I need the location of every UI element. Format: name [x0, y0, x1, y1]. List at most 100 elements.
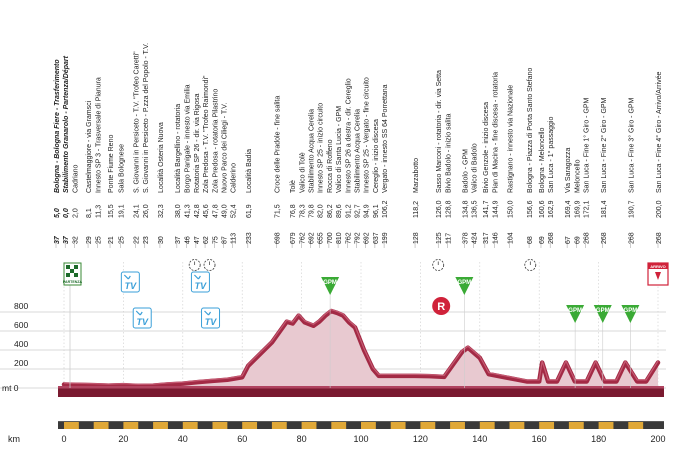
km-band-segment: [301, 422, 317, 429]
x-tick-label: 20: [118, 434, 128, 444]
profile-label-name: Località Osteria Nuova: [158, 122, 165, 193]
start-label: PARTENZA: [63, 280, 83, 284]
profile-label-km: 52,4: [231, 204, 238, 218]
profile-label-km: 5,0: [54, 208, 61, 218]
profile-label-altitude: 68: [527, 236, 534, 244]
profile-label-altitude: 32: [72, 236, 79, 244]
profile-label-km: 160,6: [539, 200, 546, 218]
profile-markers: PARTENZA TV TV TV TV GPM GPM GPM GPM GPM R ARRIVO: [63, 259, 669, 388]
profile-label-altitude: 792: [354, 232, 361, 244]
tv-label: TV: [205, 317, 217, 327]
gpm-icon: [455, 277, 474, 295]
tv-antenna: [135, 310, 143, 316]
ground-bar-highlight: [58, 386, 664, 389]
finish-banner: [648, 263, 668, 269]
profile-label-altitude: 692: [308, 232, 315, 244]
profile-label-km: 91,2: [345, 204, 352, 218]
profile-label-km: 190,7: [628, 200, 635, 218]
profile-label-name: Località Bargellino - rotatoria: [175, 104, 182, 193]
profile-label-name: Stabilimento Acqua Cerelia: [308, 109, 315, 193]
km-band-segment: [331, 422, 347, 429]
profile-label-km: 8,1: [86, 208, 93, 218]
profile-label-altitude: 698: [274, 232, 281, 244]
profile-label-km: 150,0: [508, 200, 515, 218]
profile-line: [61, 308, 661, 389]
profile-label-name: Innesto SP 25 - inizio circuito: [318, 103, 325, 193]
profile-label-km: 41,3: [185, 204, 192, 218]
finish-arrow: [655, 272, 661, 280]
profile-label-altitude: 679: [290, 232, 297, 244]
y-tick-label: 400: [14, 339, 28, 349]
km-axis: km 0 20 40 60 80 100 120 140 160 180 200: [8, 421, 666, 444]
km-band-segment: [390, 422, 406, 429]
profile-label-name: Rocca di Roffeno: [327, 139, 334, 193]
tv-antenna: [123, 274, 131, 280]
profile-label-km: 136,5: [472, 200, 479, 218]
profile-label-altitude: 37: [175, 236, 182, 244]
profile-label-km: 24,1: [134, 204, 141, 218]
profile-label-name: Borgo Panigale - innesto via Emilia: [185, 84, 192, 193]
profile-label-km: 141,7: [483, 200, 490, 218]
profile-label-km: 15,5: [108, 204, 115, 218]
profile-label-altitude: 378: [462, 232, 469, 244]
gpm-label: GPM: [323, 280, 337, 286]
profile-fill: [64, 311, 658, 388]
profile-label-name: Sala Bolognese: [119, 144, 126, 193]
profile-label-km: 162,9: [548, 200, 555, 218]
x-tick-label: 40: [178, 434, 188, 444]
profile-label-name: Pian di Macina - fine discesa - rotatori…: [492, 72, 499, 193]
profile-label-altitude: 30: [158, 236, 165, 244]
profile-label-km: 172,1: [584, 200, 591, 218]
profile-label-altitude: 69: [574, 236, 581, 244]
profile-label-altitude: 25: [119, 236, 126, 244]
profile-label-km: 92,7: [354, 204, 361, 218]
profile-label-km: 128,8: [445, 200, 452, 218]
profile-label-km: 79,8: [308, 204, 315, 218]
tv-label: TV: [136, 317, 148, 327]
profile-label-km: 32,3: [158, 204, 165, 218]
profile-label-name: Zola Predosa - rotatoria Pilastrino: [212, 89, 219, 193]
profile-label-altitude: 37: [54, 235, 61, 244]
km-band-edge: [58, 421, 664, 422]
km-band-segment: [420, 422, 436, 429]
profile-label-km: 181,4: [601, 200, 608, 218]
profile-label-name: San Luca - Fine 4° Giro - Arrivo/Arrivée: [655, 71, 663, 193]
y-tick-label: 600: [14, 320, 28, 330]
profile-label-altitude: 75: [212, 236, 219, 244]
profile-label-name: Tolè: [290, 180, 297, 193]
km-band-segment: [598, 422, 614, 429]
profile-label-name: Sasso Marconi - rotatoria - dir. via Set…: [436, 70, 443, 193]
km-band-segment: [628, 422, 644, 429]
profile-label-altitude: 128: [413, 232, 420, 244]
x-tick-label: 100: [353, 434, 368, 444]
profile-label-altitude: 700: [327, 232, 334, 244]
profile-label-altitude: 125: [436, 232, 443, 244]
km-band-segment: [153, 422, 168, 429]
profile-label-altitude: 268: [584, 232, 591, 244]
profile-label-name: Nuovo Parco dei Ciliegi - T.V.: [221, 103, 228, 193]
profile-label-name: San Luca - 1° passaggio: [547, 117, 555, 193]
profile-label-altitude: 233: [246, 232, 253, 244]
profile-label-name: S. Giovanni in Persiceto - P.zza del Pop…: [143, 43, 150, 193]
profile-label-altitude: 37: [63, 235, 70, 244]
profile-label-km: 78,3: [299, 204, 306, 218]
profile-label-km: 169,4: [565, 200, 572, 218]
finish-label: ARRIVO: [650, 264, 666, 269]
profile-label-altitude: 69: [539, 236, 546, 244]
km-band-segment: [182, 422, 198, 429]
profile-label-name: Rastignano - innesto via Nazionale: [508, 85, 515, 193]
profile-label-name: Stabilimento Acqua Cerelia: [354, 109, 361, 193]
x-axis-label: km: [8, 434, 20, 444]
profile-label-km: 49,0: [221, 204, 228, 218]
profile-label-km: 156,6: [527, 200, 534, 218]
gpm-icon: [593, 305, 612, 323]
profile-label-km: 144,9: [492, 200, 499, 218]
x-tick-label: 140: [472, 434, 487, 444]
profile-label-name: Bivio Badolo - inizio salita: [445, 114, 452, 193]
profile-label-name: Valico di Badolo: [472, 143, 479, 193]
y-tick-label: 800: [14, 301, 28, 311]
profile-label-name: Cereglio - inizio discesa: [373, 119, 380, 193]
ground-bar: [58, 386, 664, 397]
gpm-icon: [621, 305, 640, 323]
